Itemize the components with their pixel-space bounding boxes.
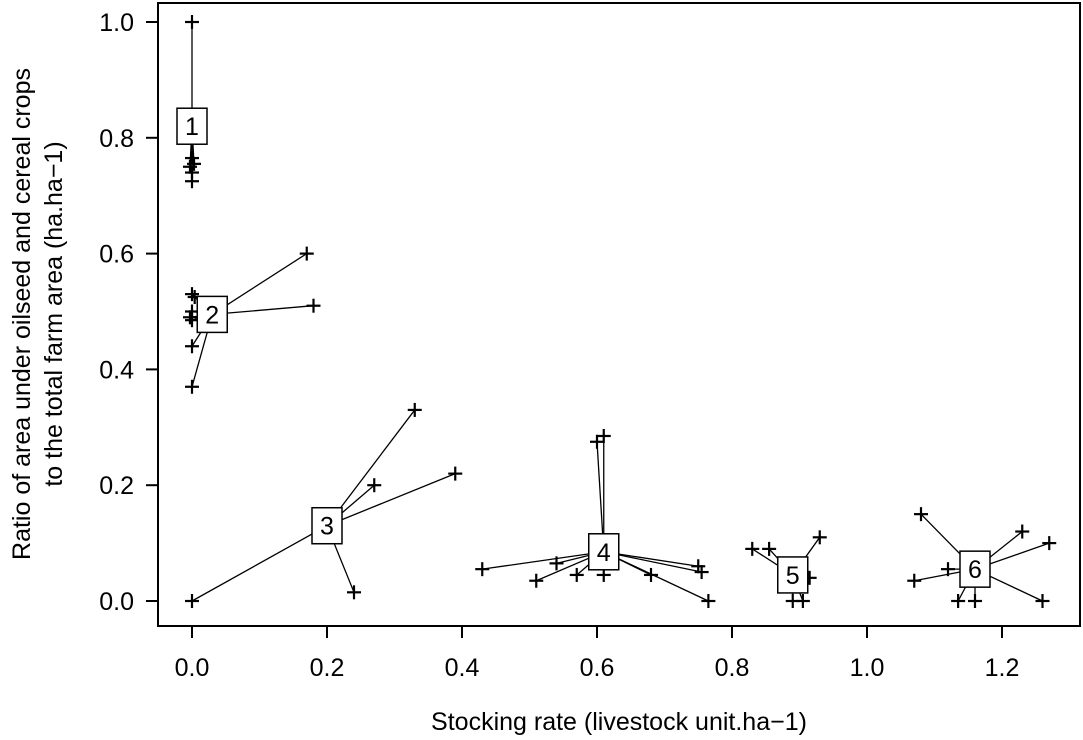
- cluster-label-box: [311, 506, 343, 545]
- cluster-label-text: 3: [320, 513, 334, 541]
- x-tick-label: 0.2: [310, 654, 345, 682]
- cluster-label-text: 6: [968, 556, 982, 584]
- cluster-6-point: [1015, 524, 1030, 539]
- cluster-3-segment: [191, 525, 328, 602]
- cluster-4-point: [644, 567, 658, 582]
- y-axis: 0.0 0.2 0.4 0.6 0.8 1.0: [99, 9, 158, 616]
- cluster-label-2: 2: [196, 295, 228, 334]
- cluster-5-point: [812, 530, 827, 545]
- cluster-2-point: [299, 246, 314, 261]
- y-tick-label: 1.0: [99, 9, 134, 37]
- x-axis-title: Stocking rate (livestock unit.ha−1): [431, 708, 807, 736]
- cluster-label-4: 4: [588, 533, 620, 571]
- x-tick-label: 0.8: [715, 654, 750, 682]
- cluster-6-point: [1035, 594, 1050, 608]
- cluster-6-point: [907, 573, 922, 588]
- cluster-4-point: [590, 434, 604, 449]
- cluster-6-point: [941, 562, 955, 577]
- cluster-6-point: [1042, 536, 1057, 551]
- y-tick-label: 0.0: [99, 588, 134, 616]
- cluster-label-text: 4: [597, 539, 611, 567]
- cluster-1-point: [185, 174, 199, 189]
- y-tick-label: 0.4: [99, 356, 134, 384]
- y-tick-label: 0.2: [99, 472, 134, 500]
- cluster-label-text: 5: [786, 562, 800, 590]
- cluster-4-point: [701, 594, 716, 608]
- cluster-label-1: 1: [176, 107, 208, 145]
- cluster-2-point: [185, 379, 199, 394]
- cluster-3-point: [407, 402, 422, 417]
- cluster-4-point: [549, 556, 564, 571]
- cluster-1-point: [185, 15, 199, 29]
- y-tick-label: 0.6: [99, 241, 134, 269]
- cluster-3-point: [367, 478, 382, 493]
- cluster-2-point: [306, 298, 321, 313]
- cluster-label-box: [777, 556, 809, 594]
- cluster-4-segment: [603, 551, 702, 573]
- cluster-1-point: [185, 151, 199, 166]
- cluster-label-box: [196, 295, 228, 334]
- cluster-6-point: [951, 594, 966, 608]
- cluster-4-segment: [482, 551, 604, 570]
- cluster-2-segment: [212, 305, 314, 316]
- cluster-5-point: [745, 541, 760, 556]
- cluster-label-box: [588, 533, 620, 571]
- cluster-labels: 1 2 3 4 5 6: [176, 107, 991, 594]
- x-tick-label: 0.6: [580, 654, 615, 682]
- cluster-6-point: [914, 507, 928, 522]
- cluster-2-point: [185, 287, 199, 302]
- x-tick-label: 0.4: [445, 654, 480, 682]
- cluster-label-box: [176, 107, 208, 145]
- cluster-4-point: [475, 562, 490, 577]
- cluster-4-point: [529, 573, 544, 588]
- x-tick-label: 0.0: [175, 654, 210, 682]
- cluster-5-point: [795, 594, 810, 608]
- x-tick-label: 1.0: [850, 654, 885, 682]
- cluster-label-text: 2: [205, 301, 219, 329]
- plot-frame: [157, 2, 1081, 627]
- cluster-3-segment: [326, 409, 416, 527]
- cluster-4-point: [596, 428, 611, 443]
- cluster-label-6: 6: [959, 550, 991, 588]
- cluster-2-point: [185, 339, 199, 354]
- x-axis: 0.0 0.2 0.4 0.6 0.8 1.0 1.2: [175, 626, 1020, 682]
- y-axis-title-line1: Ratio of area under oilseed and cereal c…: [8, 68, 36, 560]
- x-tick-label: 1.2: [985, 654, 1020, 682]
- cluster-2-point: [182, 310, 197, 325]
- cluster-label-5: 5: [777, 556, 809, 594]
- cluster-label-box: [959, 550, 991, 588]
- cluster-4-point: [691, 559, 706, 574]
- cluster-3-point: [185, 594, 199, 608]
- cluster-4-point: [569, 567, 584, 582]
- y-tick-label: 0.8: [99, 125, 134, 153]
- cluster-6-point: [968, 594, 982, 608]
- cluster-3-point: [347, 585, 361, 600]
- cluster-5-point: [762, 541, 777, 556]
- cluster-1-point: [182, 159, 197, 174]
- data-points: [182, 15, 1057, 608]
- cluster-3-segment: [326, 473, 456, 527]
- cluster-3-point: [448, 466, 463, 481]
- cluster-4-segment: [603, 551, 709, 602]
- cluster-label-3: 3: [311, 506, 343, 545]
- cluster-4-point: [694, 565, 709, 580]
- cluster-label-text: 1: [185, 113, 199, 141]
- y-axis-title-line2: to the total farm area (ha.ha−1): [40, 141, 68, 486]
